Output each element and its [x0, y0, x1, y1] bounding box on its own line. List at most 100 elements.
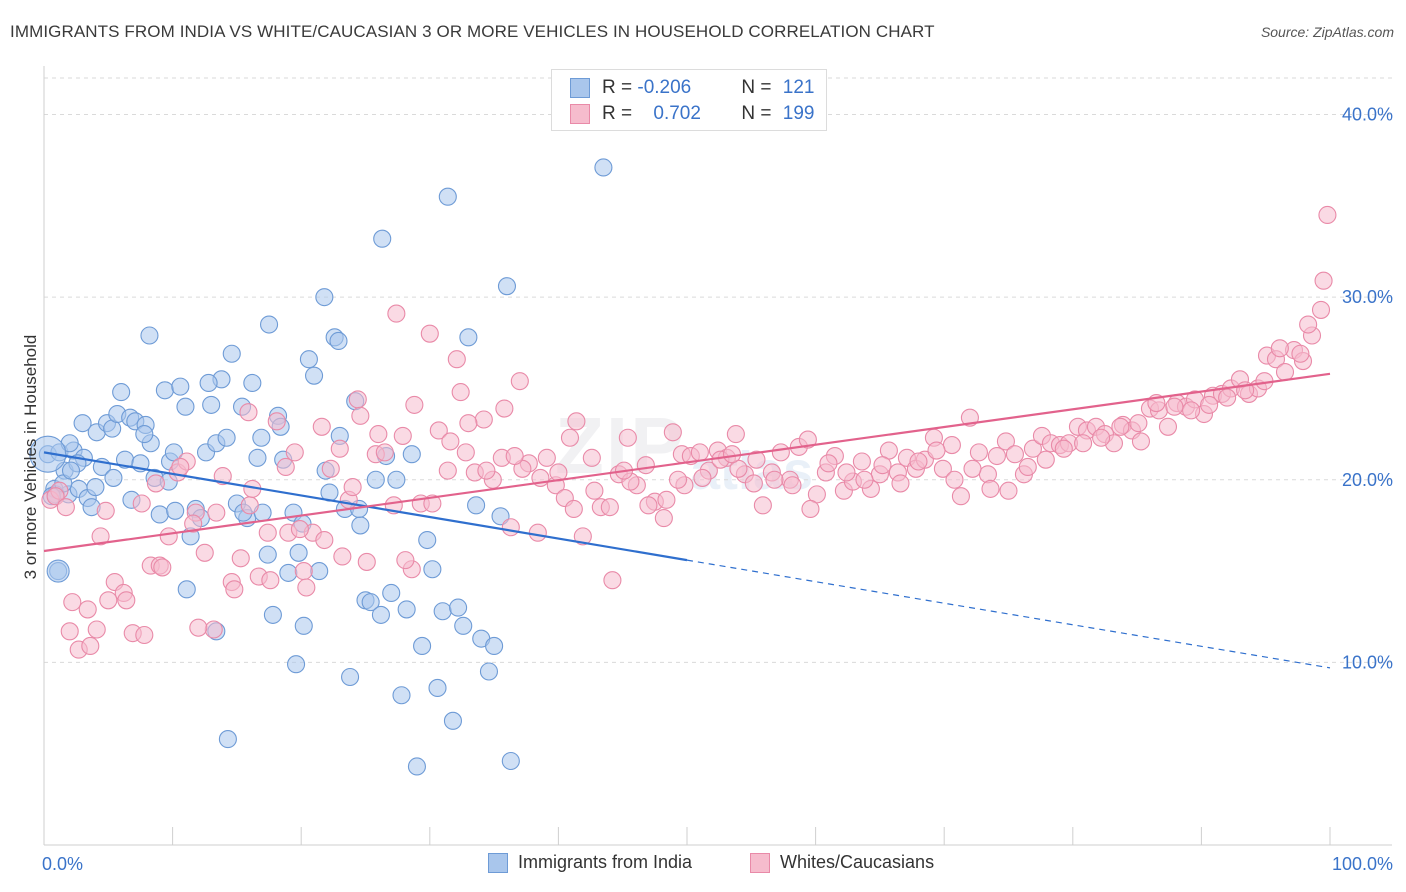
- data-point: [451, 383, 470, 402]
- data-point: [438, 187, 457, 206]
- legend-swatch-whites: [570, 104, 590, 124]
- data-point: [1036, 450, 1055, 469]
- legend-label-whites: Whites/Caucasians: [780, 852, 935, 872]
- data-point: [117, 591, 136, 610]
- data-point: [798, 430, 817, 449]
- data-point: [387, 470, 406, 489]
- data-point: [239, 403, 258, 422]
- data-point: [140, 326, 159, 345]
- data-point: [87, 620, 106, 639]
- data-point: [418, 530, 437, 550]
- data-point: [467, 496, 486, 515]
- data-point: [969, 443, 988, 462]
- data-point: [56, 498, 75, 517]
- y-axis-label: 3 or more Vehicles in Household: [21, 335, 40, 580]
- data-point: [942, 436, 961, 455]
- data-point: [361, 593, 380, 612]
- data-point: [690, 443, 709, 462]
- data-point: [104, 468, 123, 487]
- legend-n-label: N =: [741, 77, 777, 98]
- data-point: [312, 417, 331, 436]
- data-point: [258, 545, 277, 564]
- data-point: [297, 578, 316, 597]
- data-point: [582, 448, 601, 467]
- data-point: [63, 593, 82, 612]
- data-point: [657, 490, 676, 509]
- data-point: [744, 474, 763, 493]
- data-point: [560, 428, 580, 447]
- legend-r-label: R =: [602, 77, 638, 98]
- data-point: [438, 461, 457, 480]
- data-point: [285, 443, 304, 462]
- data-point: [600, 498, 619, 517]
- data-point: [747, 450, 766, 469]
- data-point: [261, 571, 280, 590]
- data-point: [443, 711, 462, 730]
- data-point: [99, 591, 118, 610]
- bottom-legend: Immigrants from India Whites/Caucasians: [0, 852, 1406, 878]
- data-point: [78, 600, 97, 619]
- data-point: [204, 620, 223, 639]
- x-tick-label-min: 0.0%: [42, 854, 83, 874]
- data-point: [263, 605, 282, 624]
- data-point: [1311, 300, 1331, 319]
- data-point: [441, 432, 460, 451]
- data-point: [420, 324, 439, 343]
- data-point: [1092, 428, 1111, 447]
- data-point: [1218, 388, 1237, 407]
- data-point: [726, 425, 745, 444]
- data-point: [248, 448, 267, 467]
- data-point: [433, 602, 452, 621]
- y-tick-label: 10.0%: [1342, 652, 1393, 672]
- data-point: [987, 446, 1006, 466]
- data-point: [1111, 417, 1130, 436]
- data-point: [933, 459, 952, 478]
- data-point: [1318, 205, 1337, 225]
- data-point: [29, 435, 67, 473]
- data-point: [231, 549, 250, 568]
- data-point: [315, 288, 334, 307]
- data-point: [46, 559, 70, 583]
- data-point: [91, 527, 110, 546]
- data-point: [371, 605, 390, 624]
- data-point: [428, 678, 447, 697]
- data-point: [1165, 397, 1184, 416]
- data-point: [449, 598, 468, 617]
- data-point: [873, 456, 892, 475]
- legend-n-label: N =: [741, 103, 777, 124]
- data-point: [333, 547, 352, 566]
- legend-swatch-india: [488, 852, 508, 873]
- data-point: [1200, 395, 1219, 414]
- data-point: [429, 421, 448, 440]
- data-point: [369, 425, 388, 444]
- data-point: [351, 516, 370, 535]
- data-point: [951, 487, 970, 506]
- data-point: [189, 618, 208, 637]
- data-point: [981, 479, 1000, 498]
- legend-item-whites[interactable]: Whites/Caucasians: [750, 852, 934, 873]
- data-point: [315, 530, 334, 550]
- data-point: [801, 499, 820, 519]
- data-point: [501, 751, 520, 771]
- data-point: [819, 454, 838, 473]
- data-point: [294, 562, 313, 581]
- data-point: [927, 441, 946, 460]
- legend-n-value: 121: [782, 77, 815, 98]
- data-point: [771, 443, 790, 462]
- legend-item-india[interactable]: Immigrants from India: [488, 852, 692, 873]
- data-point: [112, 383, 131, 402]
- data-point: [397, 600, 416, 619]
- data-point: [217, 428, 236, 447]
- data-point: [753, 496, 772, 515]
- data-point: [81, 636, 100, 655]
- data-point: [382, 583, 401, 603]
- data-point: [366, 470, 385, 489]
- data-point: [1314, 271, 1333, 290]
- data-point: [585, 481, 604, 500]
- data-point: [267, 412, 286, 431]
- data-point: [225, 580, 244, 599]
- data-point: [159, 527, 178, 546]
- data-point: [166, 501, 185, 520]
- data-point: [477, 461, 496, 480]
